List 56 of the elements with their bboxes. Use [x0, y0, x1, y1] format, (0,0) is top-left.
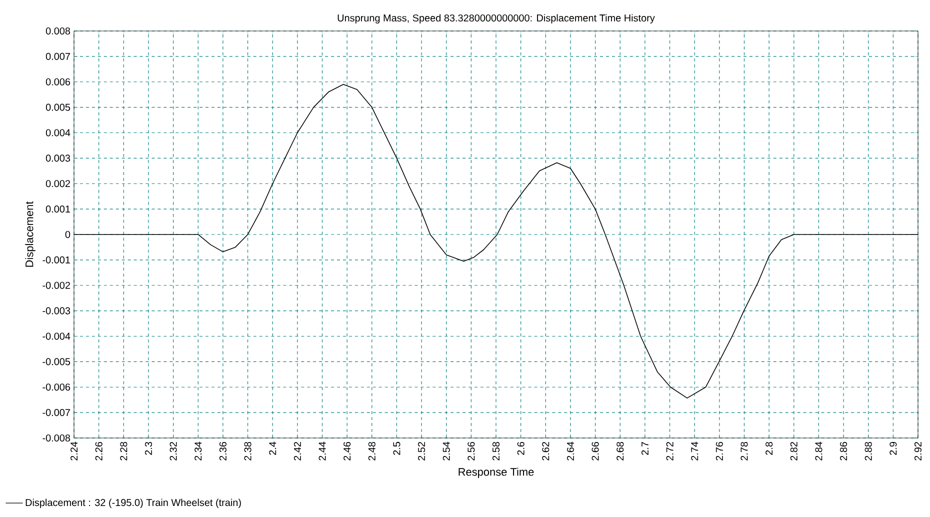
- y-tick-label: 0.002: [46, 180, 70, 188]
- y-tick-label: 0.001: [46, 206, 70, 213]
- x-tick-label: 2.42: [294, 442, 301, 460]
- x-tick-label: 2.28: [120, 442, 128, 460]
- x-tick-label: 2.3: [144, 442, 152, 455]
- x-tick-label: 2.56: [468, 442, 475, 460]
- x-tick-label: 2.6: [517, 442, 524, 455]
- x-tick-label: 2.62: [542, 442, 550, 460]
- x-tick-label: 2.36: [219, 442, 226, 460]
- x-tick-label: 2.68: [616, 442, 624, 460]
- y-tick-label: -0.006: [42, 384, 70, 391]
- y-tick-label: 0.007: [46, 52, 70, 60]
- chart-title: Unsprung Mass, Speed 83.3280000000000: Displacement Time History: [338, 14, 655, 24]
- x-tick-label: 2.48: [368, 442, 376, 460]
- x-tick-label: 2.4: [269, 442, 276, 455]
- legend-label: Displacement : 32 (-195.0) Train Wheelset (train): [26, 498, 241, 508]
- x-tick-label: 2.66: [592, 442, 599, 460]
- x-tick-label: 2.74: [691, 442, 698, 460]
- y-tick-label: -0.007: [42, 409, 70, 416]
- y-tick-label: -0.002: [42, 282, 70, 289]
- x-tick-label: 2.32: [170, 442, 177, 460]
- x-tick-label: 2.92: [914, 442, 922, 460]
- x-tick-label: 2.9: [890, 442, 897, 455]
- x-tick-label: 2.64: [566, 442, 574, 460]
- x-tick-label: 2.84: [815, 442, 822, 460]
- x-tick-label: 2.34: [194, 442, 202, 460]
- x-axis-title: Response Time: [458, 468, 534, 478]
- x-tick-label: 2.24: [70, 442, 78, 460]
- y-tick-label: -0.004: [42, 332, 70, 340]
- y-tick-label: 0.005: [46, 104, 70, 111]
- x-tick-label: 2.46: [344, 442, 351, 460]
- x-tick-label: 2.82: [790, 442, 798, 460]
- x-tick-label: 2.38: [244, 442, 252, 460]
- x-tick-label: 2.44: [318, 442, 326, 460]
- x-tick-label: 2.8: [766, 442, 773, 455]
- x-tick-label: 2.5: [393, 442, 400, 455]
- y-tick-label: 0.008: [46, 27, 70, 35]
- x-tick-label: 2.78: [740, 442, 748, 460]
- y-tick-label: -0.005: [42, 358, 70, 366]
- y-tick-label: -0.001: [42, 256, 70, 264]
- y-tick-label: -0.008: [42, 434, 70, 442]
- y-tick-label: -0.003: [42, 307, 70, 314]
- x-tick-label: 2.72: [666, 442, 674, 460]
- y-tick-label: 0.006: [46, 78, 70, 86]
- x-tick-label: 2.26: [95, 442, 102, 460]
- x-tick-label: 2.7: [641, 442, 648, 455]
- x-tick-label: 2.54: [442, 442, 450, 460]
- y-tick-label: 0.004: [46, 129, 70, 136]
- x-tick-label: 2.86: [840, 442, 848, 460]
- x-tick-label: 2.52: [418, 442, 426, 460]
- x-tick-label: 2.58: [492, 442, 500, 460]
- y-axis-title: Displacement: [25, 201, 36, 267]
- x-tick-label: 2.76: [716, 442, 723, 460]
- y-tick-label: 0.003: [46, 154, 70, 162]
- y-tick-label: 0: [65, 230, 70, 238]
- x-tick-label: 2.88: [864, 442, 872, 460]
